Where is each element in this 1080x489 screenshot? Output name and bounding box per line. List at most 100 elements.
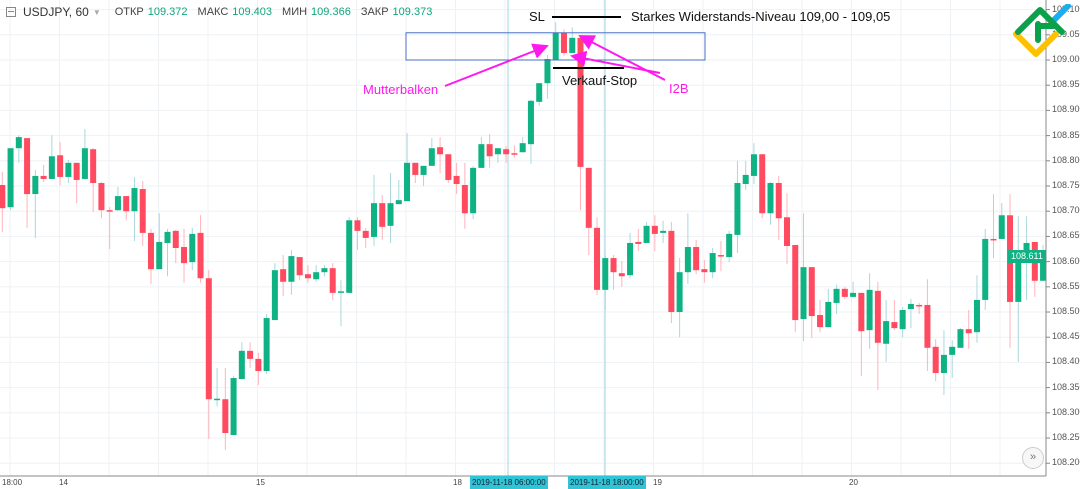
scroll-to-realtime-button[interactable]: » — [1022, 447, 1044, 469]
candle-body — [594, 227, 601, 290]
candle-body — [106, 210, 113, 212]
symbol-header: USDJPY, 60 ▼ ОТКР 109.372 МАКС 109.403 МИН… — [6, 5, 438, 19]
candle-body — [949, 346, 956, 355]
price-tick-label: 108.250 — [1052, 432, 1080, 443]
annotation-arrow — [570, 50, 661, 74]
candle-body — [957, 329, 964, 348]
time-label: 18:00 — [2, 478, 23, 487]
candle-body — [48, 156, 55, 179]
candle-body — [940, 354, 947, 374]
candle-body — [833, 288, 840, 303]
candle-body — [114, 196, 121, 211]
candle-body — [660, 230, 667, 233]
candle-body — [676, 272, 683, 313]
high-value: 109.403 — [232, 6, 273, 18]
candle-body — [998, 215, 1005, 239]
crosshair-time-label: 2019-11-18 06:00:00 — [470, 476, 548, 489]
candle-body — [486, 144, 493, 157]
candle-body — [395, 200, 402, 205]
candle-body — [238, 350, 245, 380]
drawings — [405, 16, 706, 87]
time-label: 14 — [59, 478, 68, 487]
close-value: 109.373 — [392, 6, 433, 18]
candle-body — [362, 230, 369, 238]
candle-body — [916, 304, 923, 307]
candle-body — [470, 167, 477, 214]
crosshair-time-label: 2019-11-18 18:00:00 — [568, 476, 646, 489]
candle-body — [932, 346, 939, 374]
price-tick-label: 108.200 — [1052, 457, 1080, 468]
candle-body — [65, 162, 72, 177]
high-label: МАКС — [197, 6, 229, 18]
candle-body — [15, 137, 22, 149]
candle-body — [437, 147, 444, 155]
candle-body — [271, 270, 278, 321]
candle-body — [1015, 258, 1022, 302]
candle-body — [478, 144, 485, 168]
candle-body — [131, 188, 138, 212]
candle-body — [181, 246, 188, 264]
candle-body — [759, 154, 766, 214]
candle-body — [973, 299, 980, 333]
low-value: 109.366 — [311, 6, 351, 18]
candle-body — [866, 289, 873, 331]
sl-label: SL — [529, 9, 545, 24]
price-tick-label: 108.450 — [1052, 331, 1080, 342]
price-tick-label: 108.900 — [1052, 104, 1080, 115]
symbol-label[interactable]: USDJPY, 60 — [23, 5, 89, 19]
candle-body — [841, 288, 848, 297]
candle-body — [775, 182, 782, 219]
candle-body — [57, 155, 64, 177]
candle-body — [280, 269, 287, 282]
price-tick-label: 108.600 — [1052, 255, 1080, 266]
candle-body — [643, 225, 650, 243]
candle-body — [585, 167, 592, 228]
candle-body — [701, 269, 708, 273]
candle-body — [32, 175, 39, 195]
chevron-down-icon[interactable]: ▼ — [92, 7, 101, 17]
candle-body — [817, 315, 824, 328]
candle-body — [90, 149, 97, 183]
candle-body — [742, 174, 749, 184]
last-price-label: 108.611 — [1008, 250, 1046, 263]
candle-body — [428, 148, 435, 166]
price-tick-label: 108.350 — [1052, 381, 1080, 392]
price-tick-label: 108.500 — [1052, 306, 1080, 317]
candle-body — [511, 153, 518, 155]
price-tick-label: 108.400 — [1052, 356, 1080, 367]
candle-body — [627, 242, 634, 276]
price-tick-label: 109.050 — [1052, 28, 1080, 39]
candle-body — [560, 32, 567, 53]
candle-body — [205, 278, 212, 400]
price-tick-label: 108.700 — [1052, 205, 1080, 216]
candle-body — [172, 230, 179, 249]
annotation-arrow — [444, 43, 549, 87]
candle-body — [709, 253, 716, 273]
candle-body — [907, 303, 914, 309]
candle-body — [263, 318, 270, 371]
candle-body — [602, 258, 609, 290]
candle-body — [304, 274, 311, 279]
candle-body — [296, 257, 303, 276]
price-tick-label: 108.800 — [1052, 154, 1080, 165]
grid — [0, 0, 1050, 477]
price-tick-label: 108.650 — [1052, 230, 1080, 241]
candle-body — [147, 232, 154, 270]
close-label: ЗАКР — [360, 6, 389, 18]
candle-body — [98, 182, 105, 211]
candle-body — [189, 233, 196, 263]
double-chevron-right-icon: » — [1029, 451, 1037, 463]
time-label: 20 — [849, 478, 858, 487]
price-tick-label: 109.000 — [1052, 54, 1080, 64]
open-value: 109.372 — [147, 6, 188, 18]
candle-body — [858, 292, 865, 332]
candle-body — [40, 175, 47, 179]
candle-body — [784, 217, 790, 246]
candle-body — [990, 238, 997, 241]
time-label: 19 — [653, 478, 662, 487]
candle-body — [527, 100, 534, 145]
candle-body — [577, 37, 584, 167]
candle-body — [387, 203, 394, 226]
collapse-icon[interactable] — [6, 7, 16, 17]
